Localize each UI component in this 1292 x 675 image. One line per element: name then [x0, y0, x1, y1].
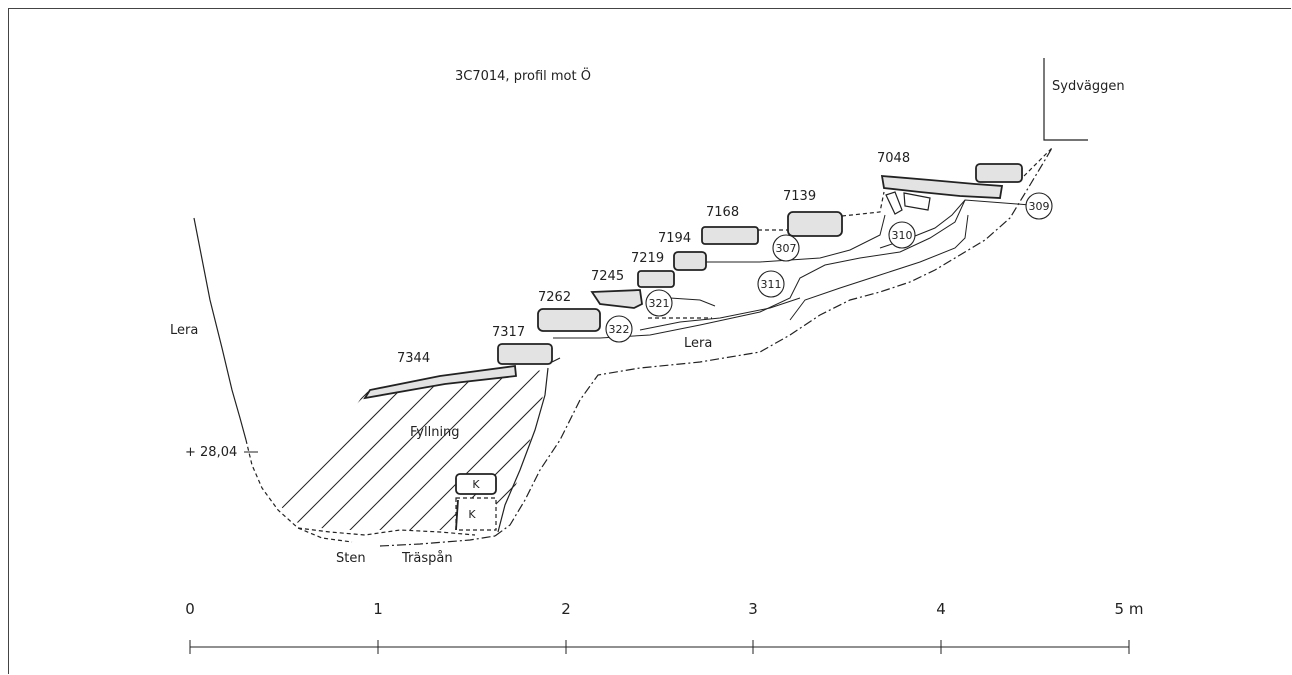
label-7168: 7168: [706, 205, 739, 220]
context-309: 309: [1025, 192, 1053, 220]
stone-7245: [590, 289, 643, 309]
label-7219: 7219: [631, 251, 664, 266]
layer-boundary-dashed-4: [1023, 147, 1053, 177]
svg-text:K: K: [472, 478, 480, 491]
scale-tick-0: 0: [185, 600, 195, 618]
svg-text:321: 321: [649, 297, 670, 310]
context-310: 310: [888, 221, 916, 249]
stone-7219: [637, 270, 675, 288]
stone-7048: [880, 175, 1004, 199]
stone-7262: [537, 308, 601, 332]
traspan-label: Träspån: [401, 551, 453, 566]
svg-text:322: 322: [609, 323, 630, 336]
pit-bottom-dashdot: [379, 535, 496, 547]
layer-boundary-dashed-3: [841, 191, 885, 217]
south-wall-line: [1043, 58, 1088, 141]
label-7344: 7344: [397, 351, 430, 366]
svg-text:310: 310: [892, 229, 913, 242]
sample-k-1: K: [455, 473, 497, 495]
sten-label: Sten: [336, 551, 366, 566]
svg-text:309: 309: [1029, 200, 1050, 213]
svg-text:311: 311: [761, 278, 782, 291]
stone-7168: [701, 226, 759, 245]
stone-7194: [673, 251, 707, 271]
stone-7048b: [975, 163, 1023, 183]
label-7317: 7317: [492, 325, 525, 340]
fyllning-label: Fyllning: [410, 425, 460, 440]
fill-edge: [497, 367, 549, 533]
pit-base-dashed: [297, 527, 476, 536]
label-7048: 7048: [877, 151, 910, 166]
cut-line-dashdot: [494, 147, 1053, 537]
scale-tick-1: 1: [373, 600, 383, 618]
svg-text:307: 307: [776, 242, 797, 255]
lera-mid-label: Lera: [684, 336, 712, 351]
small-stone-b: [903, 192, 931, 211]
pit-bottom-dashed: [245, 439, 353, 543]
label-7139: 7139: [783, 189, 816, 204]
drawing-frame: [8, 8, 1291, 674]
fill-top-right: [551, 357, 561, 363]
scale-tick-2: 2: [561, 600, 571, 618]
context-307: 307: [772, 234, 800, 262]
layer-boundary-6: [669, 297, 716, 307]
layer-boundary-4: [789, 214, 969, 321]
small-stone-a: [885, 191, 903, 215]
layer-boundary-1: [553, 199, 966, 339]
pit-edge-left: [193, 217, 247, 441]
layer-boundary-3: [706, 214, 886, 263]
scale-tick-4: 4: [936, 600, 946, 618]
context-311: 311: [757, 270, 785, 298]
south-wall-label: Sydväggen: [1052, 79, 1125, 94]
fyllning-hatch: [275, 370, 548, 530]
context-322: 322: [605, 315, 633, 343]
lera-left-label: Lera: [170, 323, 198, 338]
scale-bar: [189, 640, 1130, 654]
stone-7139: [787, 211, 843, 237]
label-7194: 7194: [658, 231, 691, 246]
svg-text:K: K: [468, 508, 476, 521]
layer-boundary-2: [639, 297, 801, 331]
drawing-title: 3C7014, profil mot Ö: [455, 67, 591, 84]
scale-tick-3: 3: [748, 600, 758, 618]
label-7245: 7245: [591, 269, 624, 284]
sample-k-2: K: [455, 497, 497, 531]
label-7262: 7262: [538, 290, 571, 305]
level-label: + 28,04: [185, 445, 237, 460]
stone-7344: [363, 364, 517, 400]
scale-tick-5: 5 m: [1115, 600, 1144, 618]
stone-7317: [497, 343, 553, 365]
context-321: 321: [645, 289, 673, 317]
